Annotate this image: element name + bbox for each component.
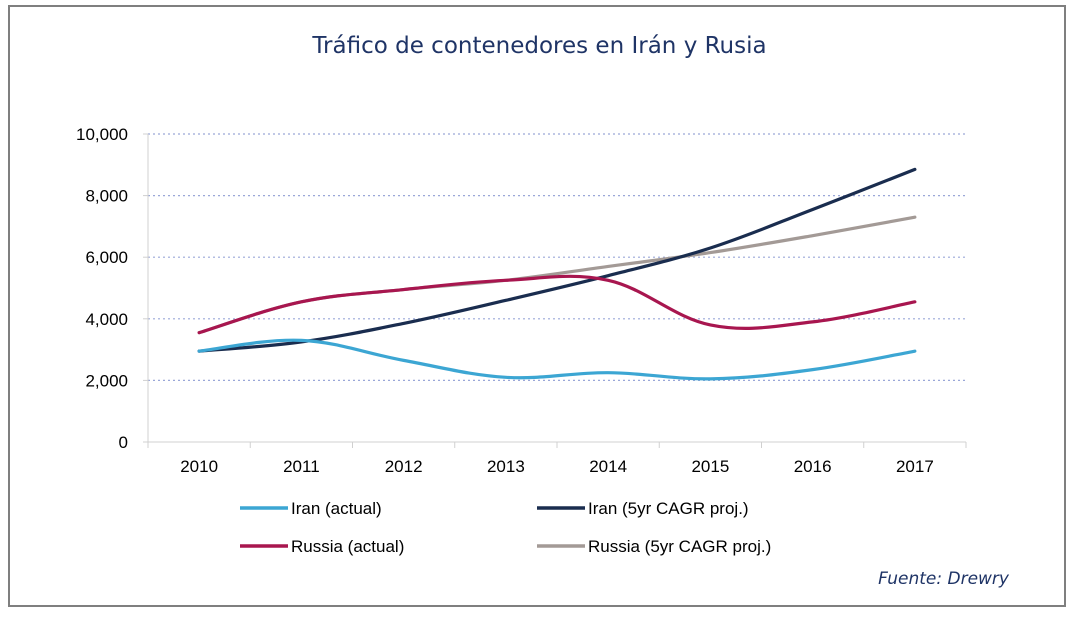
series-line-russia-5yr-cagr-proj bbox=[197, 215, 917, 335]
x-tick-label: 2017 bbox=[896, 457, 934, 476]
y-tick-label: 8,000 bbox=[85, 187, 128, 206]
x-tick-label: 2015 bbox=[691, 457, 729, 476]
legend-label-russia-5yr-cagr-proj: Russia (5yr CAGR proj.) bbox=[588, 537, 771, 556]
legend-label-iran-actual: Iran (actual) bbox=[291, 499, 382, 518]
x-tick-label: 2011 bbox=[283, 457, 320, 476]
x-tick-label: 2016 bbox=[794, 457, 832, 476]
source-note: Fuente: Drewry bbox=[878, 569, 1009, 589]
x-tick-label: 2014 bbox=[589, 457, 627, 476]
y-tick-label: 4,000 bbox=[85, 310, 128, 329]
y-tick-label: 2,000 bbox=[85, 371, 128, 390]
x-tick-label: 2013 bbox=[487, 457, 525, 476]
x-tick-label: 2010 bbox=[180, 457, 218, 476]
series-line-russia-actual bbox=[197, 274, 917, 335]
y-tick-label: 0 bbox=[119, 433, 128, 452]
legend-label-russia-actual: Russia (actual) bbox=[291, 537, 404, 556]
chart-frame bbox=[8, 5, 1066, 607]
x-tick-label: 2012 bbox=[385, 457, 423, 476]
legend-label-iran-5yr-cagr-proj: Iran (5yr CAGR proj.) bbox=[588, 499, 749, 518]
chart-title: Tráfico de contenedores en Irán y Rusia bbox=[312, 33, 767, 59]
y-tick-label: 10,000 bbox=[76, 125, 128, 144]
y-tick-label: 6,000 bbox=[85, 248, 128, 267]
series-line-iran-actual bbox=[197, 338, 917, 381]
